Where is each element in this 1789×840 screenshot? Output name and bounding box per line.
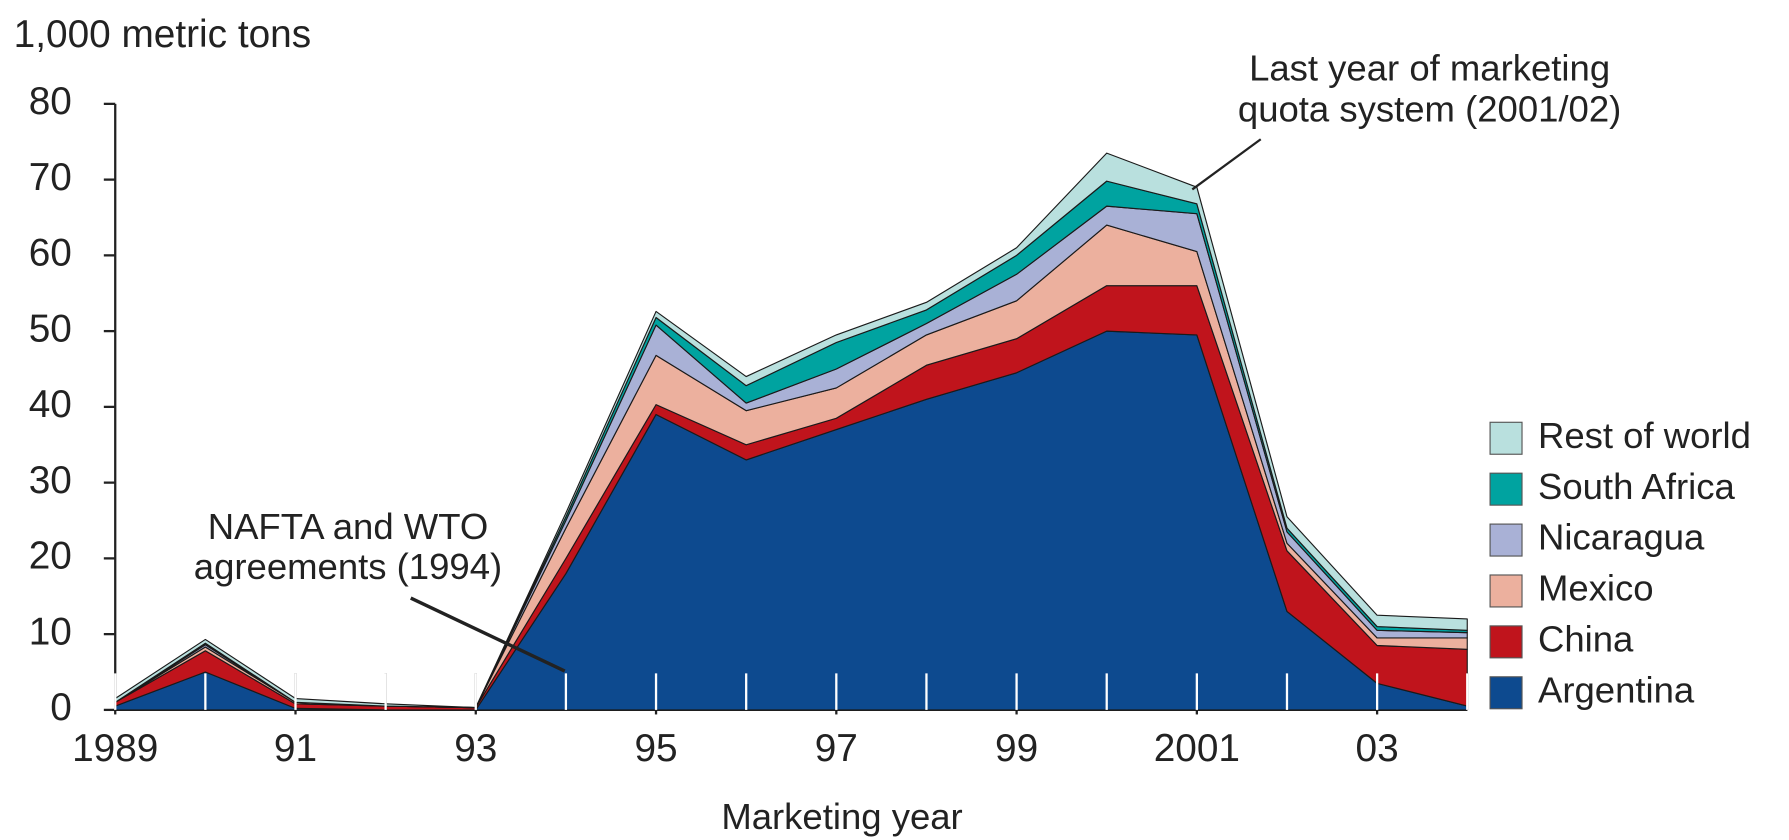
legend-label: Nicaragua	[1538, 517, 1705, 558]
under-layer: 0 10 20 30 40 50 60 70 80 1989 91 93 95 97 99 2001 03	[29, 80, 1469, 770]
x-tick-label: 97	[815, 727, 858, 770]
annotation: Last year of marketing	[1249, 47, 1610, 88]
x-tick-label: 03	[1356, 727, 1399, 770]
x-tick-label: 99	[995, 727, 1038, 770]
legend-label: Argentina	[1538, 669, 1695, 710]
legend-swatch	[1489, 574, 1523, 608]
x-tick-label: 2001	[1154, 727, 1240, 770]
y-tick-label: 60	[29, 232, 72, 275]
x-tick-label: 91	[274, 727, 317, 770]
legend-label: Mexico	[1538, 568, 1654, 609]
areas	[114, 152, 1468, 711]
y-tick-label: 30	[29, 459, 72, 502]
y-tick-label: 0	[50, 686, 72, 729]
annotation: agreements (1994)	[194, 546, 502, 587]
legend: Argentina China Mexico Nicaragua South Afric…	[1489, 415, 1751, 710]
y-tick-label: 70	[29, 156, 72, 199]
annotation-pointer	[1191, 138, 1262, 191]
x-tick-label: 95	[634, 727, 677, 770]
annotation-pointer	[410, 596, 566, 673]
legend-swatch	[1489, 523, 1523, 557]
y-tick-label: 80	[29, 80, 72, 123]
legend-swatch	[1489, 676, 1523, 710]
annotation: quota system (2001/02)	[1238, 88, 1621, 129]
legend-label: South Africa	[1538, 466, 1735, 507]
legend-swatch	[1489, 472, 1523, 506]
x-tick-label: 93	[454, 727, 497, 770]
legend-swatch	[1489, 625, 1523, 659]
y-tick-label: 10	[29, 610, 72, 653]
x-axis-label: Marketing year	[721, 796, 962, 837]
legend-label: Rest of world	[1538, 415, 1751, 456]
y-axis-label: 1,000 metric tons	[14, 13, 311, 56]
legend-swatch	[1489, 421, 1523, 455]
x-tick-label: 1989	[72, 727, 158, 770]
over-layer	[114, 673, 1469, 710]
legend-label: China	[1538, 619, 1634, 660]
y-tick-label: 50	[29, 307, 72, 350]
y-tick-label: 20	[29, 535, 72, 578]
annotation: NAFTA and WTO	[208, 506, 489, 547]
y-tick-label: 40	[29, 383, 72, 426]
